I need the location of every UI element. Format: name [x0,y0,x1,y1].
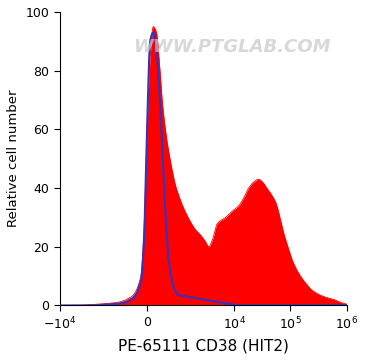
Y-axis label: Relative cell number: Relative cell number [7,90,20,228]
Text: WWW.PTGLAB.COM: WWW.PTGLAB.COM [133,38,331,56]
X-axis label: PE-65111 CD38 (HIT2): PE-65111 CD38 (HIT2) [118,338,289,353]
